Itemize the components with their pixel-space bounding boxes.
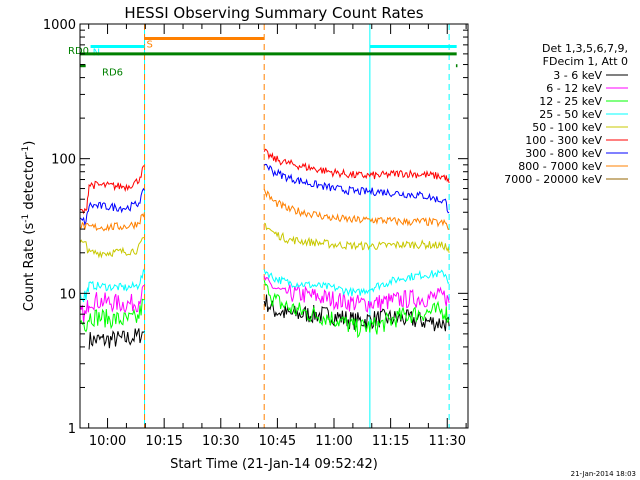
x-tick-label: 10:00 [89,434,126,449]
y-axis-label-exponent-1: -1 [21,214,31,223]
series-line-300-800-kev-2 [263,163,450,214]
y-axis-label-prefix: Count Rate (s [22,223,37,312]
legend-header-line-1: Det 1,3,5,6,7,9, [542,42,628,55]
x-axis-label: Start Time (21-Jan-14 09:52:42) [170,457,378,472]
series-line-12-25-kev-1 [79,298,145,333]
x-tick-label: 10:45 [259,434,296,449]
legend-label-7000-20000-kev: 7000 - 20000 keV [504,173,602,186]
legend-label-12-25-kev: 12 - 25 keV [539,95,602,108]
y-tick-label: 1 [68,422,76,437]
series-line-100-300-kev-2 [263,148,450,184]
x-tick-label: 10:15 [145,434,182,449]
x-tick-label: 11:15 [372,434,409,449]
y-tick-label: 100 [51,153,76,168]
x-tick-label: 11:00 [315,434,352,449]
series-line-100-300-kev-1 [79,165,145,215]
y-axis-label: Count Rate (s-1 detector-1) [21,141,37,312]
y-tick-label: 1000 [43,18,76,33]
legend-label-100-300-kev: 100 - 300 keV [525,134,602,147]
chart-title: HESSI Observing Summary Count Rates [124,4,423,22]
series-300-800-kev [79,163,450,226]
flag-label-rd0: RD0 [68,46,89,57]
legend-label-800-7000-kev: 800 - 7000 keV [518,160,602,173]
series-25-50-kev [79,268,450,303]
series-line-800-7000-kev-2 [263,188,450,231]
plot-frame [79,23,469,429]
y-axis-label-suffix: ) [22,141,37,146]
series-line-25-50-kev-2 [263,269,450,297]
series-3-6-kev [88,294,450,350]
flag-label-s: S [147,40,153,51]
series-line-300-800-kev-1 [79,187,145,226]
flag-label-rd6: RD6 [102,68,123,79]
legend-label-50-100-kev: 50 - 100 keV [532,121,602,134]
series-line-6-12-kev-1 [79,284,145,324]
legend-label-3-6-kev: 3 - 6 keV [553,69,602,82]
series-line-3-6-kev-2 [263,294,450,332]
legend: Det 1,3,5,6,7,9, FDecim 1, Att 0 3 - 6 k… [504,42,628,186]
legend-label-6-12-kev: 6 - 12 keV [546,82,602,95]
series-line-800-7000-kev-1 [79,212,145,232]
series-line-3-6-kev-1 [88,328,145,350]
y-axis-label-mid: detector [22,154,37,214]
series-50-100-kev [79,222,450,259]
series-line-50-100-kev-1 [79,237,145,259]
legend-header-line-2: FDecim 1, Att 0 [543,55,628,68]
series-800-7000-kev [79,188,450,232]
series-12-25-kev [79,279,450,339]
legend-label-300-800-kev: 300 - 800 keV [525,147,602,160]
series-line-50-100-kev-2 [263,222,450,253]
y-tick-label: 10 [59,287,76,302]
series-100-300-kev [79,148,450,215]
x-tick-label: 10:30 [202,434,239,449]
footer-timestamp: 21-Jan-2014 18:03 [571,470,636,478]
legend-label-25-50-kev: 25 - 50 keV [539,108,602,121]
y-axis-label-exponent-2: -1 [21,146,31,155]
x-tick-label: 11:30 [429,434,466,449]
series-line-12-25-kev-2 [263,279,450,339]
series-line-25-50-kev-1 [79,268,145,303]
